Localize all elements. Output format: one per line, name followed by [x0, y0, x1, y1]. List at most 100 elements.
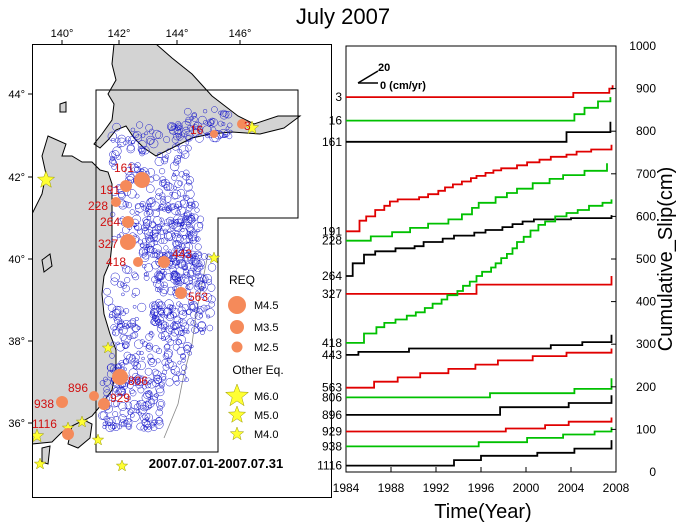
seismicity-event — [103, 287, 111, 296]
seismicity-event — [190, 311, 198, 319]
seismicity-event — [177, 335, 186, 344]
seismicity-event — [193, 250, 203, 260]
seismicity-event — [186, 179, 192, 186]
seismicity-event — [200, 274, 209, 284]
seismicity-event — [197, 308, 203, 314]
seismicity-event — [172, 240, 182, 249]
repeater-938 — [56, 396, 68, 408]
seismicity-event — [141, 356, 145, 361]
seismicity-event — [180, 353, 187, 360]
seismicity-event — [180, 228, 185, 233]
seismicity-event — [152, 225, 161, 235]
seismicity-event — [150, 319, 156, 325]
repeater-806 — [112, 369, 128, 385]
legend-req-m35-label: M3.5 — [254, 322, 278, 334]
seismicity-event — [159, 179, 166, 187]
seismicity-event — [110, 277, 119, 286]
seismicity-event — [181, 358, 186, 363]
slip-series-327 — [346, 276, 613, 295]
seismicity-event — [147, 379, 157, 389]
seismicity-event — [204, 133, 211, 139]
x-tick-label: 2004 — [558, 481, 585, 495]
seismicity-event — [182, 195, 187, 199]
map-frame — [32, 44, 332, 498]
seismicity-event — [118, 414, 127, 423]
seismicity-event — [174, 157, 181, 165]
seismicity-event — [133, 361, 139, 366]
seismicity-event — [183, 345, 191, 353]
y-tick-label: 200 — [636, 380, 656, 394]
seismicity-event — [145, 345, 153, 352]
seismicity-event — [166, 286, 176, 296]
seismicity-event — [161, 331, 170, 340]
series-label-16: 16 — [329, 114, 343, 128]
seismicity-event — [166, 304, 173, 311]
land-honshu — [32, 135, 117, 445]
seismicity-event — [158, 400, 164, 407]
seismicity-event — [112, 329, 120, 337]
japan-trench — [163, 253, 209, 439]
seismicity-event — [183, 182, 193, 192]
seismicity-event — [118, 232, 124, 238]
seismicity-event — [110, 187, 119, 196]
seismicity-event — [114, 137, 121, 144]
seismicity-event — [165, 378, 174, 387]
seismicity-event — [166, 313, 174, 322]
seismicity-event — [136, 121, 144, 129]
seismicity-event — [194, 207, 200, 213]
seismicity-event — [160, 179, 167, 186]
seismicity-event — [132, 361, 141, 371]
seismicity-event — [135, 210, 140, 215]
repeater-264 — [122, 216, 134, 228]
seismicity-event — [133, 132, 139, 138]
seismicity-event — [186, 225, 194, 233]
seismicity-event — [115, 154, 121, 160]
seismicity-event — [122, 341, 130, 349]
seismicity-event — [175, 142, 180, 147]
seismicity-event — [196, 321, 207, 332]
seismicity-event — [129, 388, 135, 395]
seismicity-event — [121, 421, 126, 426]
seismicity-event — [147, 246, 154, 253]
seismicity-event — [136, 400, 141, 405]
seismicity-event — [168, 327, 173, 333]
seismicity-event — [186, 231, 192, 236]
repeater-16 — [210, 130, 218, 138]
seismicity-event — [122, 140, 128, 146]
seismicity-event — [209, 117, 216, 124]
seismicity-event — [143, 218, 152, 228]
seismicity-event — [118, 329, 123, 334]
seismicity-event — [176, 280, 180, 285]
seismicity-event — [195, 280, 200, 285]
seismicity-event — [112, 326, 117, 331]
seismicity-event — [126, 144, 135, 154]
seismicity-event — [139, 201, 146, 208]
seismicity-event — [173, 222, 183, 232]
seismicity-event — [125, 324, 130, 329]
seismicity-event — [130, 413, 135, 418]
repeater-label-228: 228 — [88, 199, 108, 213]
seismicity-event — [171, 192, 179, 200]
y-tick-label: 400 — [636, 295, 656, 309]
seismicity-event — [141, 238, 148, 244]
seismicity-event — [105, 422, 115, 433]
seismicity-event — [207, 283, 216, 292]
seismicity-event — [98, 411, 107, 420]
seismicity-event — [174, 201, 182, 209]
seismicity-event — [191, 213, 199, 221]
seismicity-event — [208, 301, 215, 308]
seismicity-event — [160, 321, 170, 330]
seismicity-event — [169, 203, 177, 210]
seismicity-event — [103, 378, 111, 386]
repeater-label-191: 191 — [100, 183, 120, 197]
seismicity-event — [116, 342, 125, 352]
seismicity-event — [227, 122, 233, 128]
seismicity-event — [169, 191, 174, 196]
seismicity-event — [123, 419, 129, 425]
seismicity-event — [140, 203, 144, 207]
seismicity-event — [120, 391, 125, 396]
x-tick-label: 2008 — [603, 481, 630, 495]
seismicity-event — [204, 132, 209, 137]
seismicity-event — [123, 418, 133, 428]
